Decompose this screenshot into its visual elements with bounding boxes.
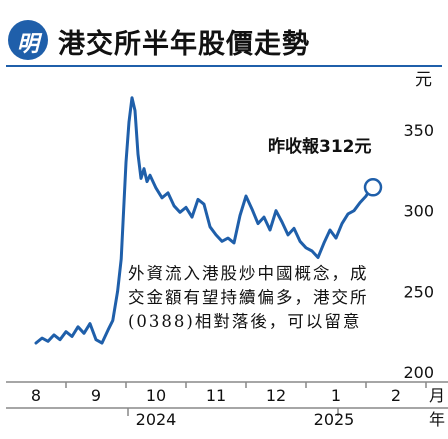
year-label: 2024 (136, 410, 177, 429)
y-unit-label: 元 (415, 70, 432, 90)
x-tick-label-month: 8 (31, 386, 41, 405)
title-bar: 明 港交所半年股價走勢 (0, 0, 448, 68)
x-tick-label-month: 1 (331, 386, 341, 405)
x-tick-label-month: 9 (91, 386, 101, 405)
logo-text: 明 (16, 32, 39, 57)
y-tick-label-250: 250 (403, 282, 434, 301)
last-close-label: 昨收報312元 (268, 137, 372, 157)
x-tick-label-month: 12 (266, 386, 286, 405)
y-tick-label-350: 350 (403, 121, 434, 140)
y-tick-label-300: 300 (403, 202, 434, 221)
commentary-note: 外資流入港股炒中國概念，成交金額有望持續偏多，港交所(0388)相對落後，可以留… (128, 262, 386, 334)
x-tick-label-month: 11 (206, 386, 226, 405)
year-label: 2025 (314, 410, 355, 429)
newspaper-logo: 明 (8, 20, 48, 60)
x-tick-label-month: 2 (391, 386, 401, 405)
chart-title: 港交所半年股價走勢 (58, 29, 310, 60)
title-divider (6, 65, 442, 67)
year-unit-label: 年 (429, 410, 445, 429)
x-unit-label: 月 (429, 386, 445, 405)
price-line (34, 96, 371, 345)
last-close-marker (363, 178, 383, 197)
y-tick-label-200: 200 (403, 363, 434, 382)
x-tick-label-month: 10 (146, 386, 166, 405)
